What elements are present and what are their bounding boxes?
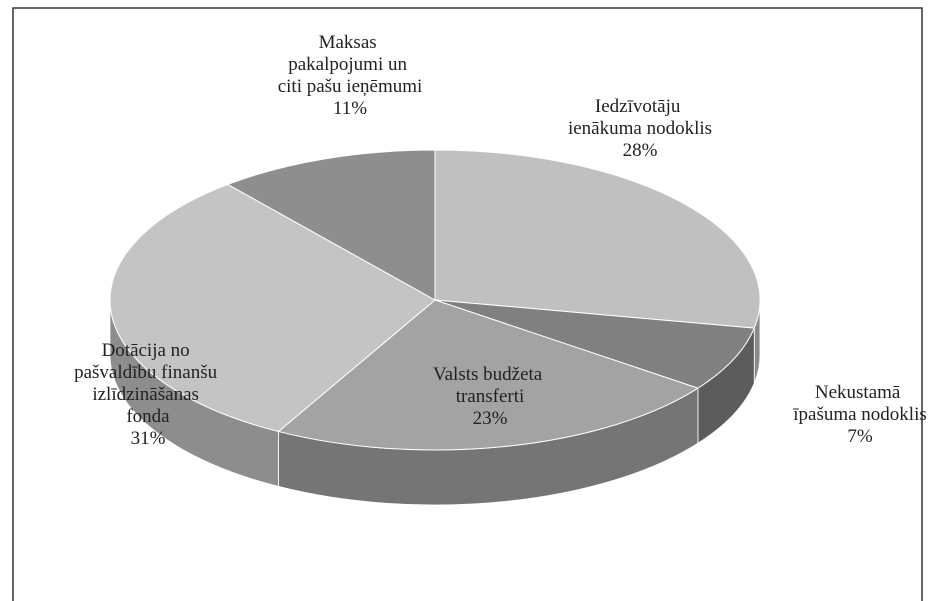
value-label: 28% — [623, 140, 658, 161]
pie-tops — [109, 149, 761, 451]
category-label: Valsts budžeta transferti — [433, 364, 547, 407]
category-label: Maksas pakalpojumi un citi pašu ieņēmumi — [278, 32, 423, 97]
category-label: Iedzīvotāju ienākuma nodoklis — [568, 96, 712, 139]
pie-sides — [109, 299, 761, 506]
value-label: 31% — [131, 428, 166, 449]
pie-slice — [434, 299, 755, 389]
pie-slice — [434, 149, 761, 329]
frame — [12, 7, 923, 601]
pie-slice — [109, 183, 436, 432]
category-label: Dotācija no pašvaldību finanšu izlīdzinā… — [74, 340, 222, 427]
category-label: Nekustamā īpašuma nodoklis — [792, 382, 927, 425]
pie-slice — [277, 299, 700, 451]
value-label: 11% — [333, 98, 367, 119]
value-label: 23% — [473, 408, 508, 429]
value-label: 7% — [847, 426, 873, 447]
pie-slice — [226, 149, 436, 301]
